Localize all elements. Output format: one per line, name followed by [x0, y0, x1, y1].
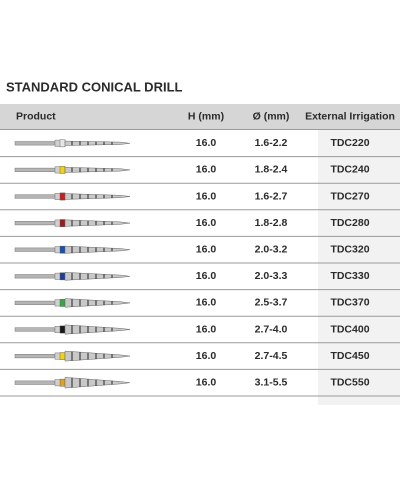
cell-h: 16.0 [196, 323, 217, 335]
drill-shank [14, 167, 56, 172]
header-diameter: Ø (mm) [253, 110, 290, 122]
cell-code: TDC220 [330, 137, 369, 149]
drill-band [59, 192, 66, 201]
drill-body [64, 350, 131, 362]
cell-diameter: 1.8-2.8 [255, 217, 288, 229]
cell-h: 16.0 [196, 190, 217, 202]
cell-h: 16.0 [196, 270, 217, 282]
drill-icon [14, 166, 131, 174]
column-shade [318, 129, 400, 405]
header-bg [0, 104, 400, 129]
drill-body [64, 193, 131, 200]
drill-body [64, 245, 131, 254]
drill-icon [14, 324, 131, 335]
cell-h: 16.0 [196, 243, 217, 255]
drill-icon [14, 219, 131, 227]
cell-diameter: 3.1-5.5 [255, 376, 288, 388]
cell-diameter: 2.7-4.5 [255, 350, 288, 362]
drill-shank [14, 327, 56, 332]
drill-icon [14, 377, 131, 389]
cell-code: TDC450 [330, 350, 369, 362]
drill-band [59, 378, 66, 387]
drill-icon [14, 298, 131, 308]
drill-shank [14, 221, 56, 226]
drill-band [59, 219, 66, 227]
drill-body [64, 219, 131, 227]
cell-code: TDC370 [330, 297, 369, 309]
drill-shank [14, 247, 56, 252]
cell-code: TDC270 [330, 190, 369, 202]
cell-diameter: 1.6-2.7 [255, 190, 288, 202]
cell-h: 16.0 [196, 137, 217, 149]
cell-diameter: 1.8-2.4 [255, 164, 288, 176]
drill-shank [14, 380, 56, 385]
cell-h: 16.0 [196, 297, 217, 309]
drill-band [59, 272, 66, 281]
cell-code: TDC280 [330, 217, 369, 229]
header-product: Product [16, 110, 56, 122]
drill-body [64, 324, 131, 335]
cell-code: TDC330 [330, 270, 369, 282]
cell-code: TDC240 [330, 164, 369, 176]
drill-shank [14, 354, 56, 359]
cell-h: 16.0 [196, 217, 217, 229]
title: STANDARD CONICAL DRILL [6, 79, 183, 94]
cell-code: TDC550 [330, 376, 369, 388]
drill-body [64, 272, 131, 281]
drill-icon [14, 139, 131, 148]
drill-shank [14, 194, 56, 199]
drill-icon [14, 192, 131, 201]
drill-band [59, 299, 66, 307]
drill-body [64, 377, 131, 389]
cell-code: TDC400 [330, 323, 369, 335]
drill-icon [14, 245, 131, 254]
drill-shank [14, 300, 56, 305]
cell-h: 16.0 [196, 164, 217, 176]
header-irrigation: External Irrigation [305, 110, 395, 122]
drill-band [59, 245, 66, 254]
drill-icon [14, 350, 131, 362]
header-h: H (mm) [188, 110, 224, 122]
cell-h: 16.0 [196, 376, 217, 388]
cell-code: TDC320 [330, 243, 369, 255]
drill-band [59, 139, 66, 148]
drill-body [64, 167, 131, 173]
drill-band [59, 325, 66, 334]
drill-body [64, 298, 131, 308]
cell-diameter: 2.0-3.3 [255, 270, 288, 282]
cell-diameter: 1.6-2.2 [255, 137, 288, 149]
cell-diameter: 2.5-3.7 [255, 297, 288, 309]
drill-band [59, 166, 66, 174]
drill-shank [14, 274, 56, 279]
drill-body [64, 140, 131, 146]
drill-band [59, 352, 66, 360]
cell-h: 16.0 [196, 350, 217, 362]
drill-shank [14, 141, 56, 146]
cell-diameter: 2.7-4.0 [255, 323, 288, 335]
drill-icon [14, 272, 131, 281]
cell-diameter: 2.0-3.2 [255, 243, 288, 255]
